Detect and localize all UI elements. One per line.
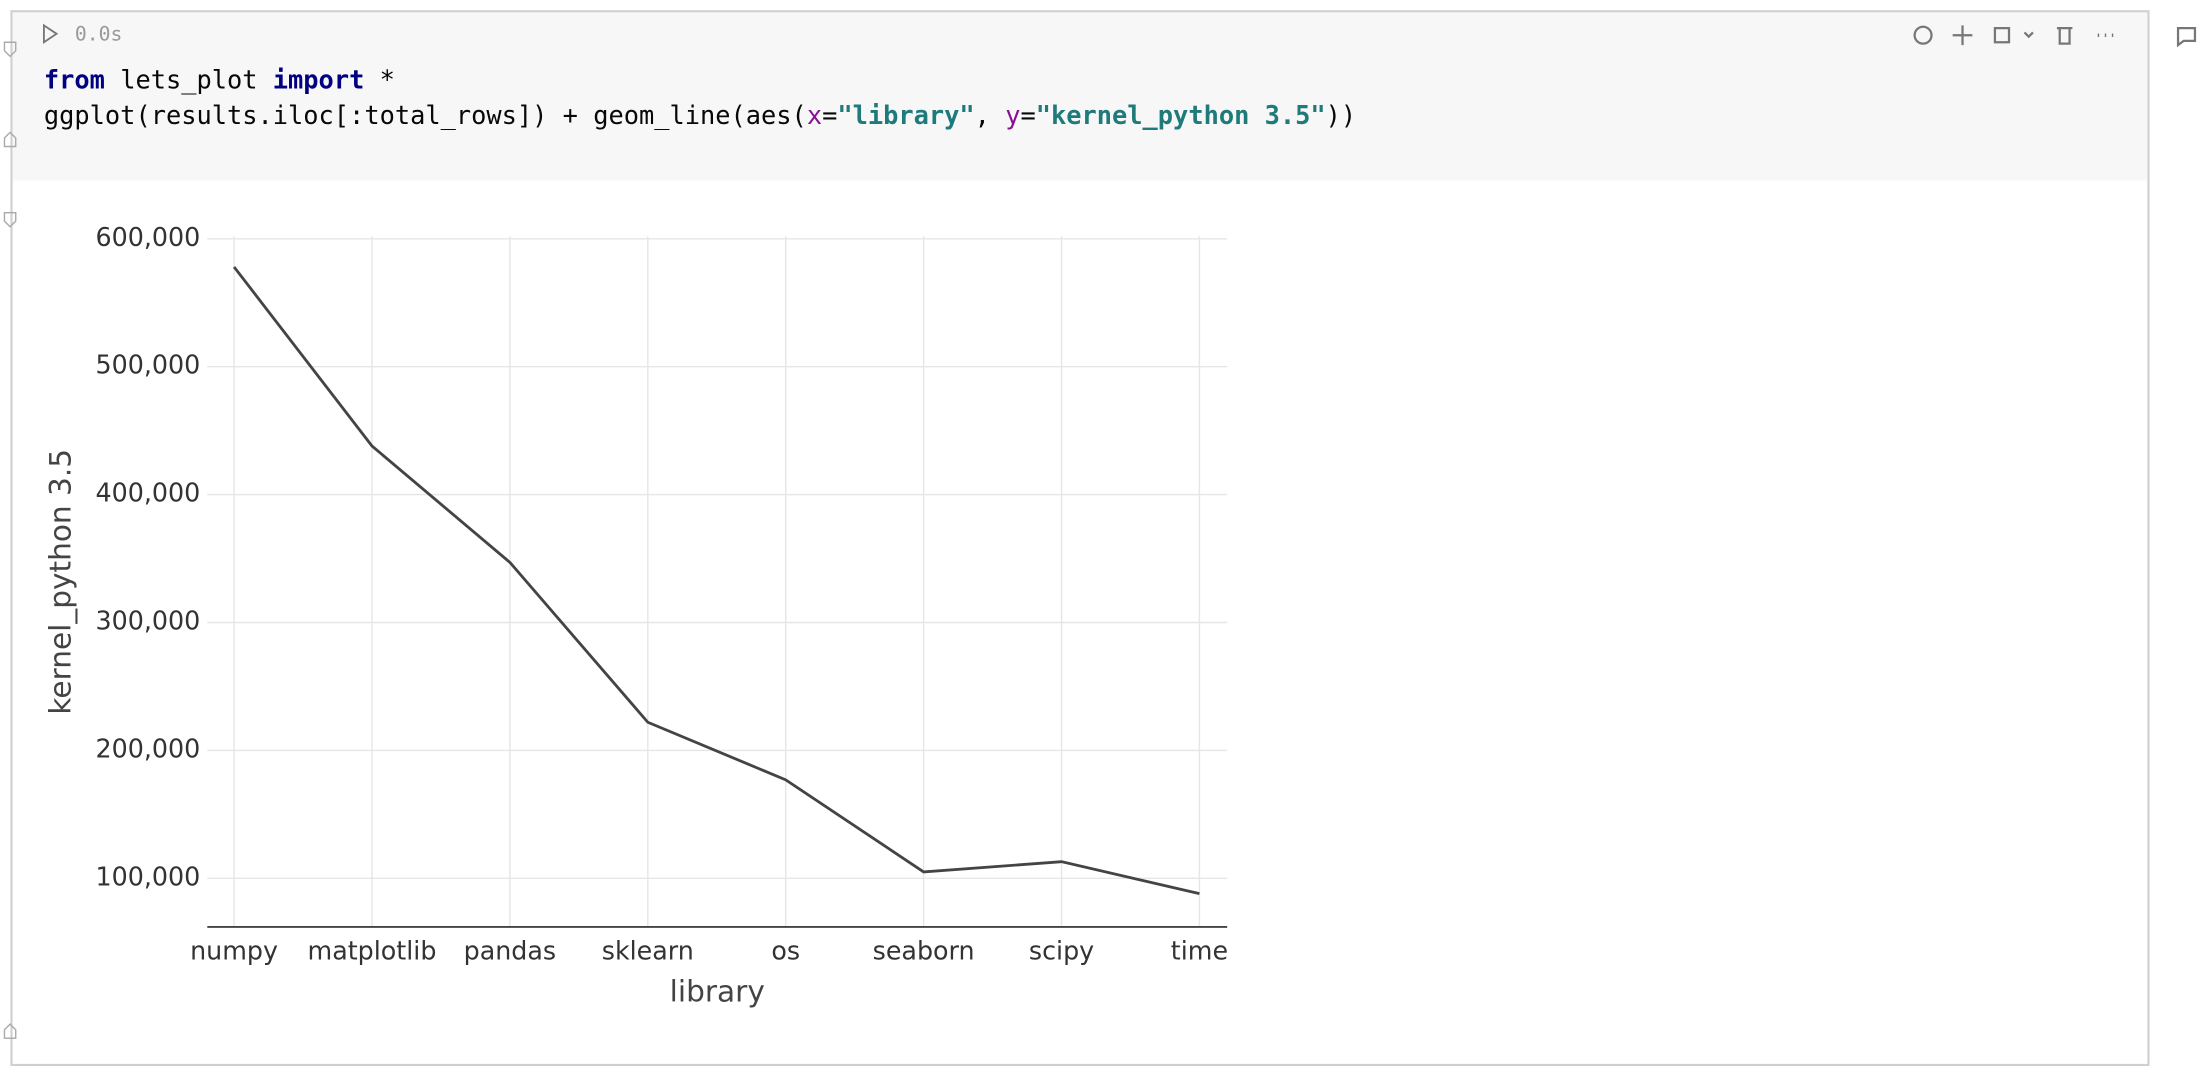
y-tick-label: 500,000 <box>95 350 200 380</box>
code-token: from <box>44 65 105 95</box>
code-token: "library" <box>837 100 974 130</box>
code-token: = <box>1020 100 1035 130</box>
x-tick-label: pandas <box>464 935 557 965</box>
data-line <box>232 266 1200 896</box>
x-tick-label: sklearn <box>602 935 694 965</box>
code-token: y <box>1005 100 1020 130</box>
cell-frame <box>10 10 2150 1067</box>
y-tick-label: 400,000 <box>95 478 200 508</box>
x-tick-label: scipy <box>1029 935 1094 965</box>
code-token: = <box>822 100 837 130</box>
code-token: x <box>807 100 822 130</box>
y-tick-label: 100,000 <box>95 861 200 891</box>
code-token: )) <box>1326 100 1357 130</box>
exec-time: 0.0s <box>75 23 123 46</box>
x-tick-label: numpy <box>190 935 278 965</box>
code-token: import <box>273 65 365 95</box>
ai-button[interactable] <box>1913 25 1933 45</box>
run-button[interactable] <box>42 23 59 44</box>
x-tick-label: seaborn <box>873 935 975 965</box>
comment-button[interactable] <box>2176 27 2197 48</box>
y-tick-label: 300,000 <box>95 605 200 635</box>
code-line: from lets_plot import * <box>44 65 395 95</box>
chart: library kernel_python 3.5 100,000 200,000… <box>44 222 1228 1009</box>
code-token: , <box>975 100 1006 130</box>
y-tick-label: 600,000 <box>95 222 200 252</box>
code-token: "kernel_python 3.5" <box>1036 100 1326 130</box>
code-token: ggplot(results.iloc[:total_rows]) + geom… <box>44 100 807 130</box>
code-line: ggplot(results.iloc[:total_rows]) + geom… <box>44 100 1356 130</box>
delete-button[interactable] <box>2056 27 2073 45</box>
gutter-markers <box>3 41 17 1039</box>
add-button[interactable] <box>1952 25 1973 46</box>
code-token: lets_plot <box>105 65 273 95</box>
x-tick-label: os <box>771 935 800 965</box>
cell-toolbar <box>1913 25 2197 48</box>
code-area <box>12 12 2148 181</box>
y-tick-label: 200,000 <box>95 733 200 763</box>
x-tick-label: time <box>1171 935 1228 965</box>
x-axis-label: library <box>670 975 765 1009</box>
x-tick-label: matplotlib <box>308 935 437 965</box>
code-token: * <box>364 65 395 95</box>
y-axis-label: kernel_python 3.5 <box>44 449 78 715</box>
kernel-button[interactable] <box>1993 27 2034 44</box>
